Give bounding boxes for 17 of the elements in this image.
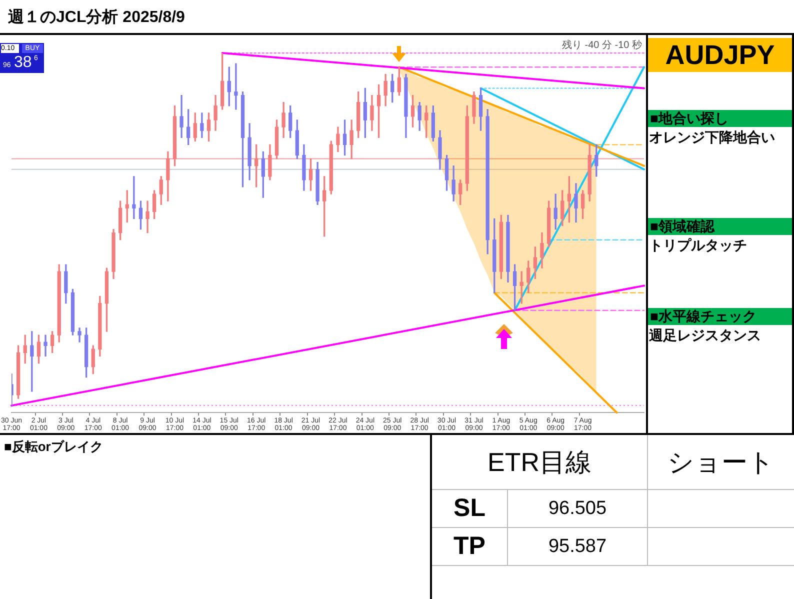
text: TP xyxy=(432,528,508,566)
text: ■反転orブレイク xyxy=(4,438,103,456)
text: ■水平線チェック xyxy=(648,308,792,325)
text: 週足レジスタンス xyxy=(648,327,762,344)
text: AUDJPY xyxy=(648,38,792,72)
text: 残り -40 分 -10 秒 xyxy=(562,38,642,52)
text: トリプルタッチ xyxy=(648,237,748,254)
chart-title: 週１のJCL分析 2025/8/9 xyxy=(8,8,185,28)
text: ショート xyxy=(648,435,794,490)
text: ETR目線 xyxy=(432,435,648,490)
text: 96.505 xyxy=(508,490,648,528)
text: SL xyxy=(432,490,508,528)
annotation: 38 xyxy=(14,54,32,72)
text: オレンジ下降地合い xyxy=(648,129,776,146)
text: 95.587 xyxy=(508,528,648,566)
text: ■地合い探し xyxy=(648,110,792,127)
text: ■領域確認 xyxy=(648,218,792,235)
